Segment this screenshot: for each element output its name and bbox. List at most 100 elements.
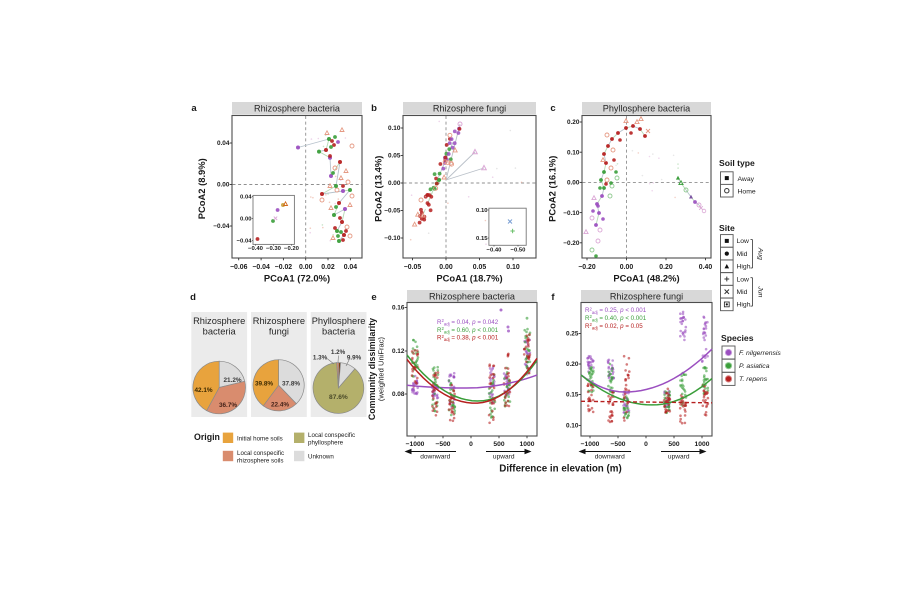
svg-text:phyllosphere: phyllosphere [308, 439, 344, 446]
svg-text:F. nilgerrensis: F. nilgerrensis [739, 350, 781, 357]
svg-text:0.04: 0.04 [240, 195, 252, 201]
svg-text:0.12: 0.12 [392, 348, 405, 355]
svg-text:R2adj = 0.60, p < 0.001: R2adj = 0.60, p < 0.001 [437, 326, 499, 334]
svg-text:0.40: 0.40 [699, 264, 713, 271]
svg-text:−0.04: −0.04 [252, 264, 270, 271]
svg-text:bacteria: bacteria [203, 327, 237, 337]
svg-text:0.10: 0.10 [476, 208, 488, 214]
svg-text:500: 500 [668, 441, 679, 448]
svg-text:PCoA1 (48.2%): PCoA1 (48.2%) [613, 273, 679, 284]
svg-text:d: d [190, 292, 196, 303]
svg-text:Initial home soils: Initial home soils [237, 436, 283, 443]
svg-text:bacteria: bacteria [322, 327, 356, 337]
svg-text:0.20: 0.20 [659, 264, 673, 271]
svg-text:High: High [737, 264, 751, 271]
svg-text:0.00: 0.00 [299, 264, 313, 271]
svg-text:−0.40: −0.40 [487, 247, 503, 253]
svg-text:−0.06: −0.06 [230, 264, 248, 271]
svg-text:upward: upward [668, 454, 690, 461]
svg-text:Origin: Origin [194, 432, 220, 442]
svg-text:downward: downward [595, 454, 625, 461]
svg-text:0.00: 0.00 [240, 217, 252, 223]
svg-text:36.7%: 36.7% [219, 402, 237, 409]
svg-text:Mid: Mid [737, 289, 748, 296]
svg-text:PCoA2 (13.4%): PCoA2 (13.4%) [373, 156, 384, 222]
svg-text:0.15: 0.15 [476, 236, 488, 242]
svg-text:−1000: −1000 [406, 441, 425, 448]
svg-text:R2adj = 0.02, p = 0.05: R2adj = 0.02, p = 0.05 [585, 322, 643, 330]
svg-text:c: c [550, 103, 555, 114]
svg-text:0.00: 0.00 [620, 264, 634, 271]
svg-text:rhizosphere soils: rhizosphere soils [237, 458, 283, 465]
svg-text:0.15: 0.15 [566, 392, 579, 399]
svg-text:Community dissimilarity: Community dissimilarity [367, 318, 377, 420]
svg-text:42.1%: 42.1% [194, 387, 212, 394]
svg-text:−500: −500 [610, 441, 625, 448]
svg-text:Phyllosphere: Phyllosphere [312, 316, 366, 326]
svg-text:0.25: 0.25 [566, 331, 579, 338]
svg-text:1000: 1000 [520, 441, 535, 448]
svg-text:Home: Home [738, 188, 756, 195]
svg-text:−0.10: −0.10 [384, 235, 401, 242]
svg-text:−500: −500 [435, 441, 450, 448]
svg-text:0.04: 0.04 [344, 264, 358, 271]
svg-text:Aug: Aug [757, 247, 764, 260]
svg-text:0.00: 0.00 [567, 180, 580, 187]
svg-text:0: 0 [644, 441, 648, 448]
svg-text:Phyllosphere bacteria: Phyllosphere bacteria [603, 104, 691, 114]
svg-text:downward: downward [420, 454, 450, 461]
svg-text:High: High [737, 302, 751, 309]
svg-text:fungi: fungi [269, 327, 289, 337]
svg-text:−1000: −1000 [581, 441, 600, 448]
svg-text:0.10: 0.10 [506, 264, 520, 271]
svg-text:0.10: 0.10 [388, 125, 401, 132]
svg-text:Rhizosphere: Rhizosphere [253, 316, 305, 326]
svg-text:37.8%: 37.8% [282, 381, 300, 388]
svg-text:Rhizosphere bacteria: Rhizosphere bacteria [429, 292, 516, 302]
svg-text:0.16: 0.16 [392, 305, 405, 312]
svg-text:Rhizosphere bacteria: Rhizosphere bacteria [254, 104, 341, 114]
svg-text:R2adj = 0.38, p < 0.001: R2adj = 0.38, p < 0.001 [437, 334, 499, 342]
svg-text:1000: 1000 [695, 441, 710, 448]
svg-text:0.10: 0.10 [566, 423, 579, 430]
svg-text:R2adj = 0.40, p < 0.001: R2adj = 0.40, p < 0.001 [585, 314, 647, 322]
svg-text:0.20: 0.20 [567, 119, 580, 126]
svg-text:a: a [191, 103, 197, 114]
svg-text:0.08: 0.08 [392, 391, 405, 398]
svg-text:Species: Species [721, 333, 754, 343]
svg-text:−0.20: −0.20 [563, 240, 580, 247]
svg-text:0.02: 0.02 [321, 264, 335, 271]
svg-text:500: 500 [493, 441, 504, 448]
svg-text:0.20: 0.20 [566, 361, 579, 368]
svg-text:PCoA1 (18.7%): PCoA1 (18.7%) [436, 273, 502, 284]
svg-text:e: e [371, 292, 376, 303]
svg-text:87.6%: 87.6% [329, 394, 348, 401]
svg-text:−0.30: −0.30 [266, 246, 282, 252]
svg-text:1.3%: 1.3% [313, 355, 328, 362]
svg-text:R2adj = 0.25, p < 0.001: R2adj = 0.25, p < 0.001 [585, 306, 647, 314]
svg-text:0.00: 0.00 [217, 182, 230, 189]
svg-text:−0.40: −0.40 [248, 246, 264, 252]
svg-text:Rhizosphere fungi: Rhizosphere fungi [433, 104, 506, 114]
svg-text:Local conspecific: Local conspecific [308, 432, 355, 439]
svg-text:0.00: 0.00 [439, 264, 453, 271]
svg-text:f: f [551, 292, 555, 303]
svg-text:0.05: 0.05 [388, 153, 401, 160]
svg-text:Local conspecific: Local conspecific [237, 450, 284, 457]
svg-text:−0.50: −0.50 [511, 247, 527, 253]
svg-text:PCoA2 (16.1%): PCoA2 (16.1%) [547, 156, 558, 222]
svg-text:Difference in elevation (m): Difference in elevation (m) [499, 464, 622, 475]
svg-text:39.8%: 39.8% [255, 381, 273, 388]
svg-text:0: 0 [469, 441, 473, 448]
svg-text:9.9%: 9.9% [347, 355, 362, 362]
svg-text:Mid: Mid [737, 251, 748, 258]
svg-text:−0.20: −0.20 [284, 246, 300, 252]
svg-text:Away: Away [738, 176, 755, 183]
svg-text:PCoA2 (8.9%): PCoA2 (8.9%) [196, 158, 207, 219]
svg-text:Site: Site [719, 223, 735, 233]
svg-text:Soil type: Soil type [719, 158, 755, 168]
svg-text:Low: Low [737, 238, 750, 245]
svg-text:T. repens: T. repens [739, 376, 768, 383]
svg-text:Rhizosphere: Rhizosphere [193, 316, 245, 326]
svg-text:upward: upward [493, 454, 515, 461]
